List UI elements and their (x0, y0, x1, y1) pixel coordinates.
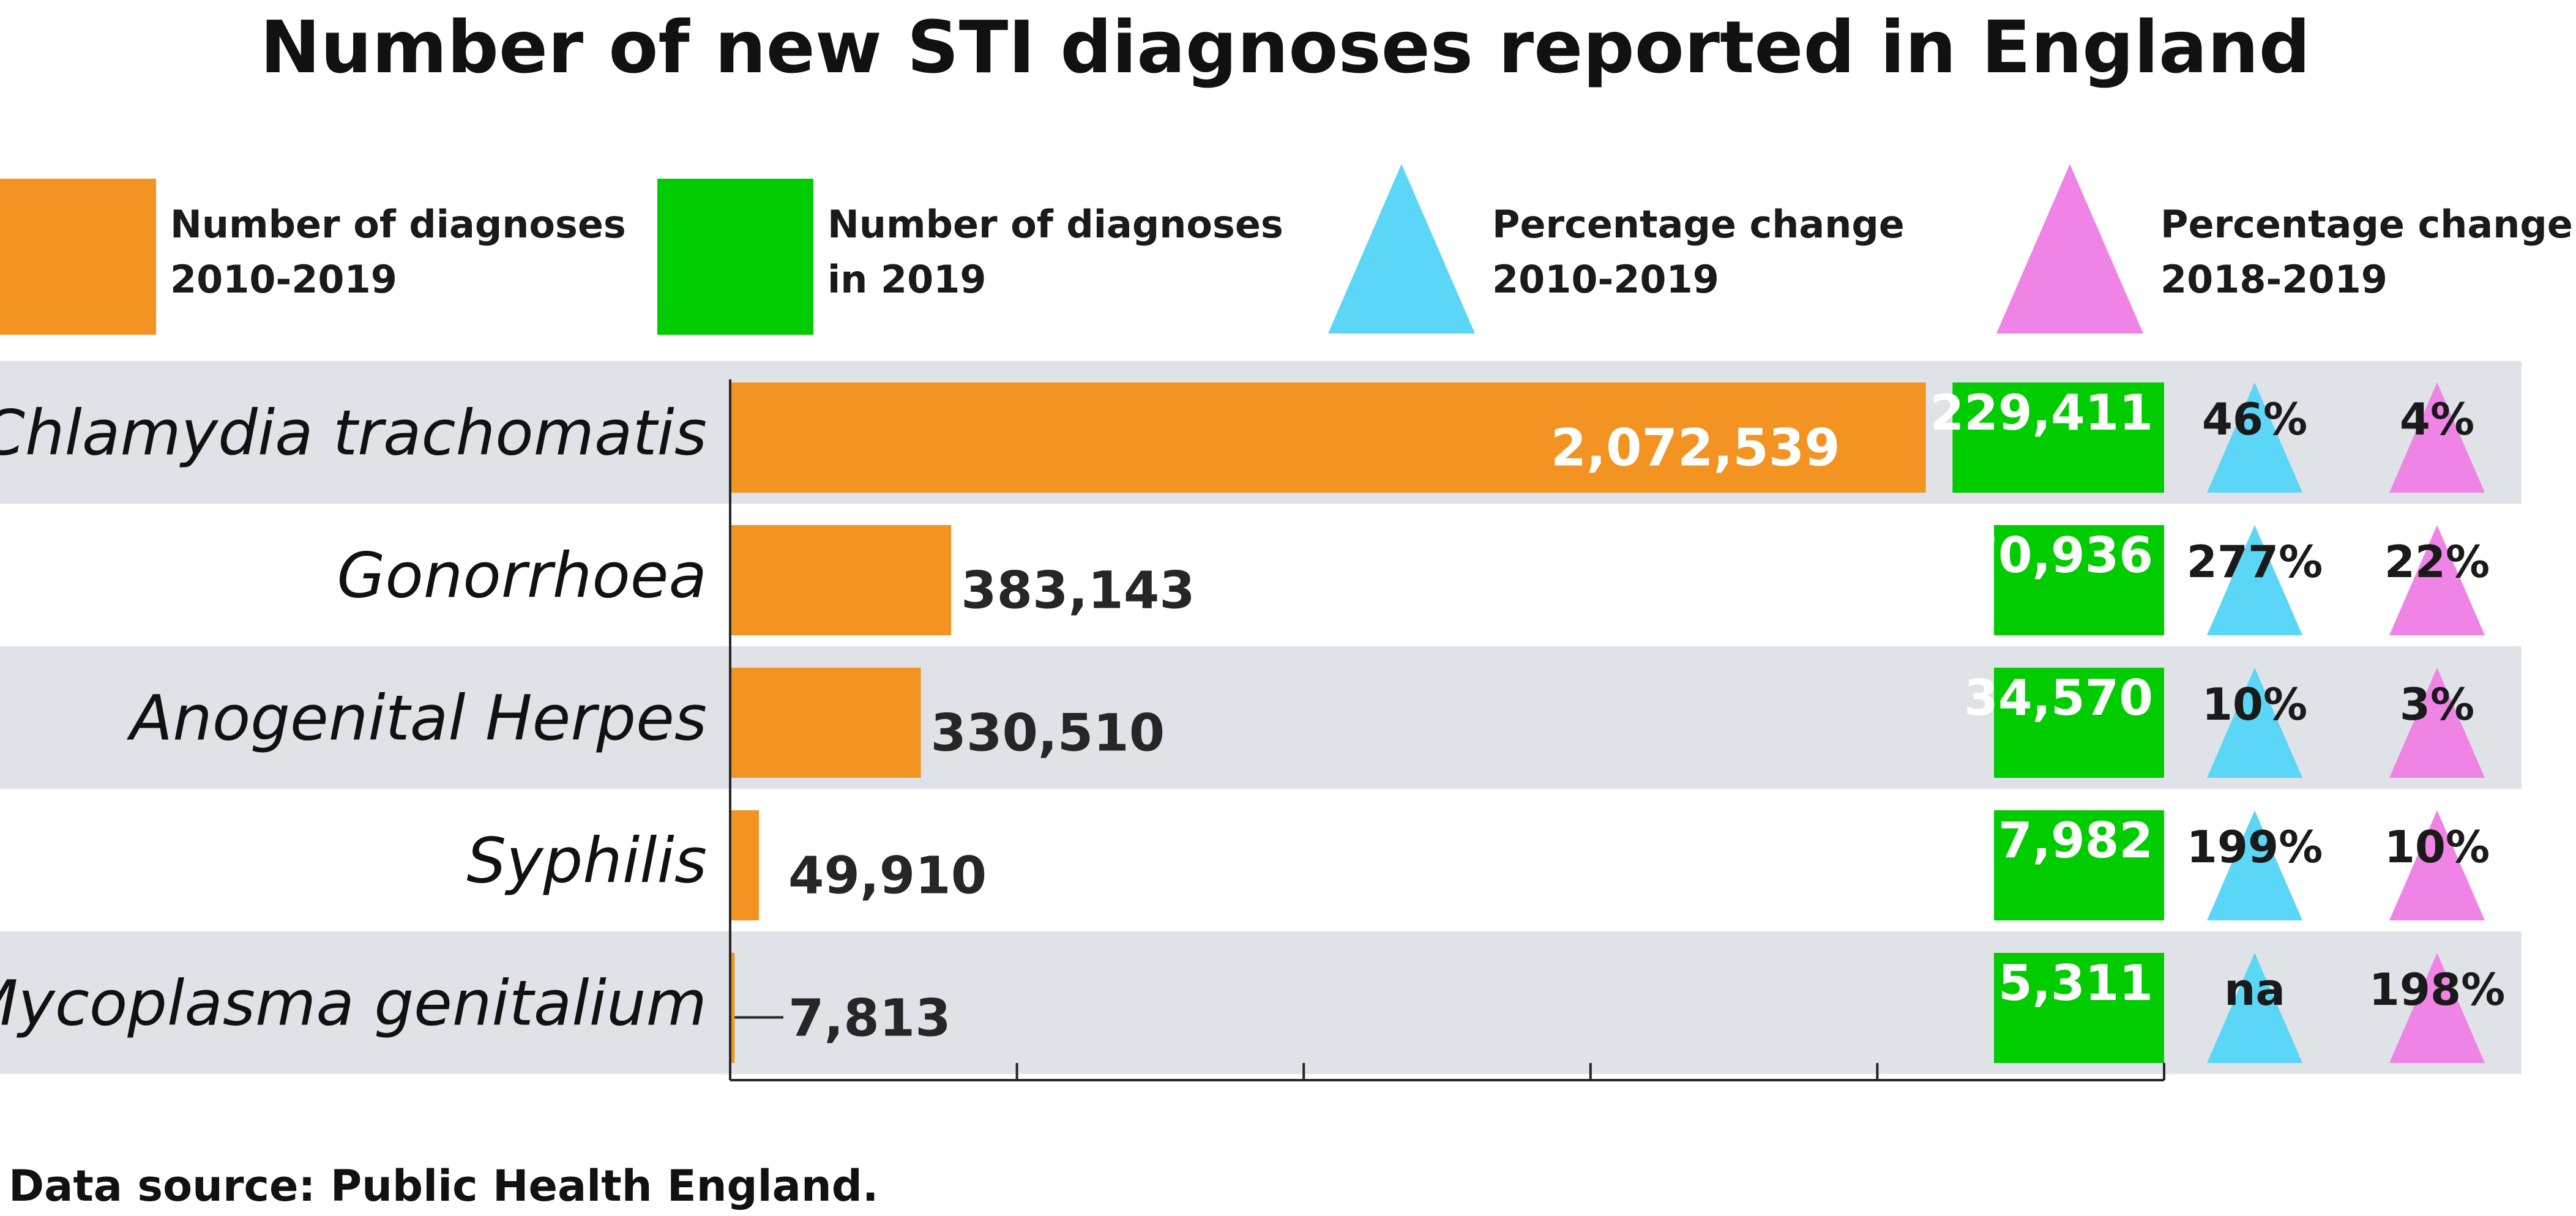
category-label: Anogenital Herpes (126, 682, 707, 755)
bar-total-value-label: 49,910 (788, 846, 987, 906)
legend-swatch-1 (0, 179, 156, 335)
marker-change-2018-2019 (2389, 953, 2485, 1063)
data-source-note: Data source: Public Health England. (9, 1161, 878, 1211)
bar-2019-value-label: 5,311 (1998, 955, 2153, 1012)
legend-label-2-line-1: Number of diagnoses (827, 202, 1283, 247)
bar-total-value-label: 7,813 (788, 988, 951, 1048)
marker-change-2018-2019 (2389, 668, 2485, 778)
marker-change-2018-2019 (2389, 382, 2485, 493)
legend-triangle-3 (1328, 164, 1475, 334)
marker-change-2010-2019 (2207, 525, 2302, 635)
change-2010-2019-label: 277% (2187, 536, 2323, 587)
legend-label-4-line-2: 2018-2019 (2160, 257, 2387, 302)
bar-total-value-label: 330,510 (931, 703, 1165, 763)
change-2010-2019-label: 199% (2187, 821, 2323, 873)
marker-change-2010-2019 (2207, 953, 2302, 1063)
bar-total-value-label: 2,072,539 (1551, 418, 1840, 478)
legend-label-2-line-2: in 2019 (827, 257, 987, 302)
category-label: Mycoplasma genitalium (0, 968, 707, 1040)
marker-change-2010-2019 (2207, 382, 2302, 493)
legend-label-3-line-1: Percentage change (1492, 202, 1905, 247)
bar-total (730, 668, 921, 778)
category-label: Syphilis (466, 825, 707, 898)
change-2010-2019-label: 10% (2202, 679, 2307, 730)
legend-label-1-line-1: Number of diagnoses (170, 202, 626, 247)
bar-2019 (1994, 953, 2164, 1063)
bar-total (730, 525, 952, 635)
change-2010-2019-label: 46% (2202, 394, 2307, 445)
legend-label-4-line-1: Percentage change (2160, 202, 2573, 247)
plot-area: Chlamydia trachomatis 2,072,539 229,411 46%… (0, 379, 2505, 1081)
bar-total (730, 810, 760, 920)
legend-swatch-2 (657, 179, 813, 335)
bar-total (730, 382, 1926, 493)
legend-label-3-line-2: 2010-2019 (1492, 257, 1719, 302)
change-2010-2019-label: na (2224, 964, 2285, 1015)
bar-2019 (1994, 525, 2164, 635)
legend-label-1-line-2: 2010-2019 (170, 257, 397, 302)
category-label: Chlamydia trachomatis (0, 397, 707, 470)
bar-2019 (1994, 668, 2164, 778)
change-2018-2019-label: 4% (2400, 394, 2474, 445)
marker-change-2018-2019 (2389, 525, 2485, 635)
bar-2019-value-label: 7,982 (1998, 812, 2153, 869)
change-2018-2019-label: 198% (2369, 964, 2505, 1015)
change-2018-2019-label: 22% (2384, 536, 2490, 587)
change-2018-2019-label: 3% (2400, 679, 2474, 730)
marker-change-2018-2019 (2389, 810, 2485, 920)
marker-change-2010-2019 (2207, 668, 2302, 778)
bar-2019-value-label: 34,570 (1964, 670, 2153, 726)
bar-total-value-label: 383,143 (961, 561, 1195, 621)
bar-2019-value-label: 70,936 (1964, 527, 2153, 584)
category-label: Gonorrhoea (337, 540, 707, 613)
legend: Number of diagnoses 2010-2019 Number of di… (0, 164, 2573, 335)
bar-2019-value-label: 229,411 (1930, 384, 2153, 441)
change-2018-2019-label: 10% (2384, 821, 2490, 873)
bar-2019 (1994, 810, 2164, 920)
bar-total (730, 953, 735, 1063)
marker-change-2010-2019 (2207, 810, 2302, 920)
chart-title: Number of new STI diagnoses reported in … (260, 5, 2310, 89)
legend-triangle-4 (1996, 164, 2143, 334)
bar-2019 (1952, 382, 2164, 493)
